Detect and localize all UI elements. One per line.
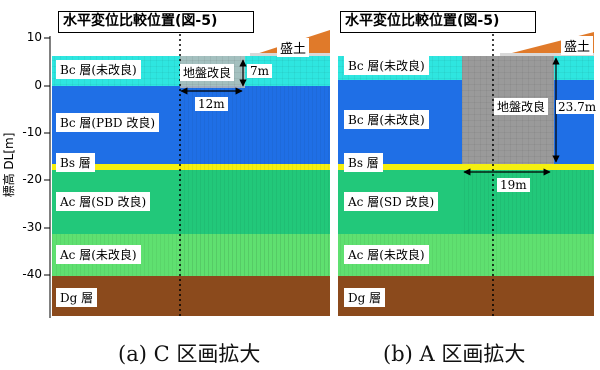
layer-label-bc-pbd-a: Bc 層(PBD 改良) xyxy=(56,113,160,132)
embankment-label-b: 盛土 xyxy=(561,36,594,55)
layer-label-bc-unimproved-top-b: Bc 層(未改良) xyxy=(344,56,429,75)
ground-improvement-label-b: 地盤改良 xyxy=(494,98,549,115)
caption-b: (b) A 区画拡大 xyxy=(383,342,526,366)
caption-a: (a) C 区画拡大 xyxy=(118,342,261,366)
layer-bs-b xyxy=(338,164,594,170)
layer-label-ac-sd-b: Ac 層(SD 改良) xyxy=(344,192,439,211)
layer-label-ac-unimproved-b: Ac 層(未改良) xyxy=(344,245,429,264)
y-tick-label: -20 xyxy=(22,172,42,186)
layer-label-bs-b: Bs 層 xyxy=(344,153,383,172)
title-box-b: 水平変位比較位置(図-5) xyxy=(340,11,536,33)
y-ticks-a xyxy=(44,37,50,276)
y-tick-label: 10 xyxy=(26,30,42,44)
y-axis-label-wrap: 標高 DL[m] xyxy=(0,105,20,225)
layer-label-bs-a: Bs 層 xyxy=(56,153,95,172)
y-tick-label: -30 xyxy=(22,220,42,234)
y-axis-label: 標高 DL[m] xyxy=(2,132,16,198)
ground-improvement-label-a: 地盤改良 xyxy=(180,64,235,81)
y-tick-label: 0 xyxy=(34,78,42,92)
layer-label-dg-b: Dg 層 xyxy=(344,288,386,307)
layer-label-bc-unimproved-a: Bc 層(未改良) xyxy=(56,60,141,79)
depth-dimension-label-b: 23.7m xyxy=(556,100,599,114)
layer-label-ac-unimproved-a: Ac 層(未改良) xyxy=(56,245,141,264)
y-tick-label: -10 xyxy=(22,125,42,139)
embankment-label-a: 盛土 xyxy=(277,38,310,57)
width-dimension-label-b: 19m xyxy=(497,178,530,192)
depth-dimension-label-a: 7m xyxy=(247,64,273,78)
layer-label-bc-unimproved-b: Bc 層(未改良) xyxy=(344,110,429,129)
layer-dg-a xyxy=(52,276,330,316)
title-box-a: 水平変位比較位置(図-5) xyxy=(58,11,254,33)
layer-label-dg-a: Dg 層 xyxy=(56,288,98,307)
y-tick-label: -40 xyxy=(22,267,42,281)
width-dimension-label-a: 12m xyxy=(195,97,228,111)
layer-label-ac-sd-a: Ac 層(SD 改良) xyxy=(56,192,151,211)
